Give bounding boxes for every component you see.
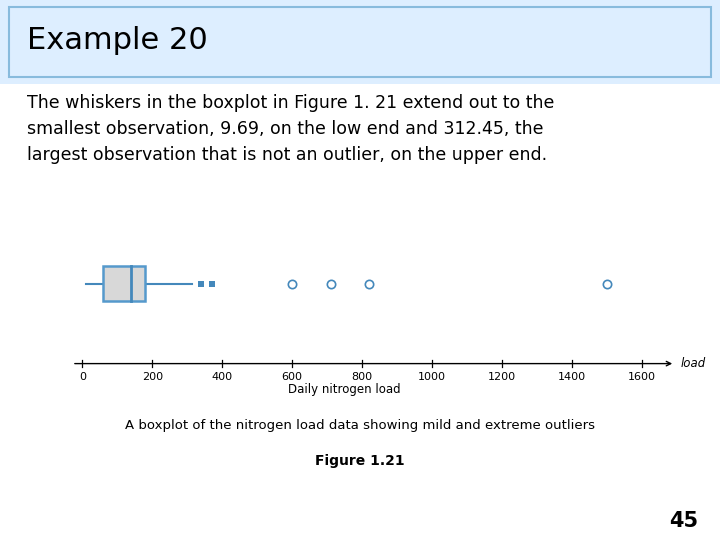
Text: A boxplot of the nitrogen load data showing mild and extreme outliers: A boxplot of the nitrogen load data show… [125,419,595,432]
Text: load: load [680,357,706,370]
Text: Daily nitrogen load: Daily nitrogen load [289,383,401,396]
Text: Example 20: Example 20 [27,26,208,55]
Bar [104,266,145,301]
Text: 1200: 1200 [488,372,516,382]
Text: 200: 200 [142,372,163,382]
Text: 45: 45 [670,510,698,531]
Text: The whiskers in the boxplot in Figure 1. 21 extend out to the
smallest observati: The whiskers in the boxplot in Figure 1.… [27,94,554,164]
Text: Figure 1.21: Figure 1.21 [315,454,405,468]
Text: 600: 600 [282,372,302,382]
Text: 800: 800 [351,372,373,382]
Text: 1000: 1000 [418,372,446,382]
Text: 1400: 1400 [558,372,586,382]
Text: 400: 400 [212,372,233,382]
Text: 0: 0 [79,372,86,382]
FancyBboxPatch shape [9,6,711,77]
Text: 1600: 1600 [628,372,656,382]
